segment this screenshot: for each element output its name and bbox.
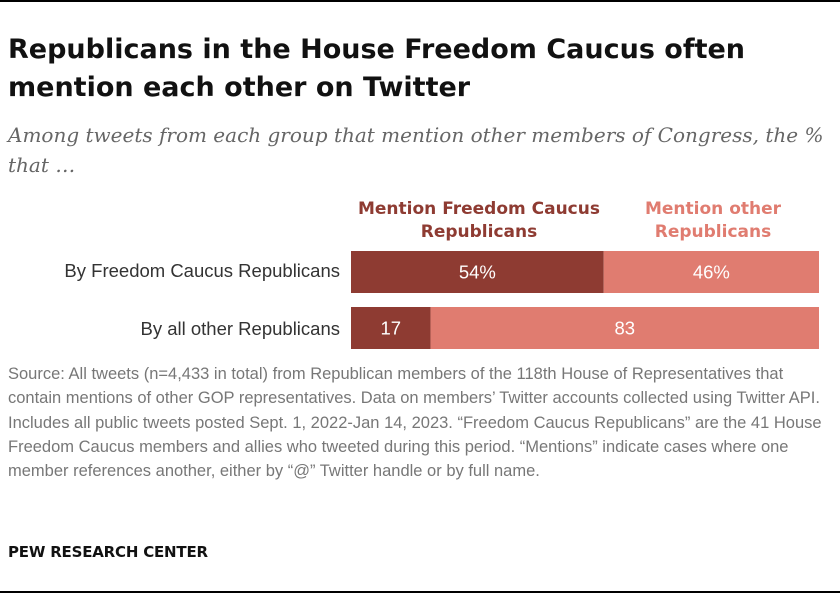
top-rule — [0, 0, 840, 2]
data-label-freedom-caucus-other-republicans-row: 17 — [380, 318, 401, 339]
chart-title: Republicans in the House Freedom Caucus … — [8, 34, 746, 103]
bar-other-republicans-freedom-caucus-row — [603, 251, 819, 293]
data-label-other-republicans-freedom-caucus-row: 46% — [693, 262, 730, 283]
category-label-other-republicans: By all other Republicans — [140, 318, 341, 339]
legend-series-other-republicans: Mention other Republicans — [644, 199, 782, 242]
bottom-rule — [0, 591, 840, 593]
data-label-other-republicans-other-republicans-row: 83 — [614, 318, 635, 339]
bar-freedom-caucus-other-republicans-row — [351, 307, 431, 349]
data-label-freedom-caucus-freedom-caucus-row: 54% — [459, 262, 496, 283]
category-label-freedom-caucus: By Freedom Caucus Republicans — [64, 260, 340, 281]
source-note: Source: All tweets (n=4,433 in total) fr… — [8, 365, 822, 481]
legend-series-freedom-caucus: Mention Freedom Caucus Republicans — [357, 199, 600, 242]
bar-other-republicans-other-republicans-row — [430, 307, 819, 349]
org-credit: PEW RESEARCH CENTER — [8, 543, 208, 561]
chart-subtitle: Among tweets from each group that mentio… — [8, 123, 824, 177]
bar-freedom-caucus-freedom-caucus-row — [351, 251, 604, 293]
